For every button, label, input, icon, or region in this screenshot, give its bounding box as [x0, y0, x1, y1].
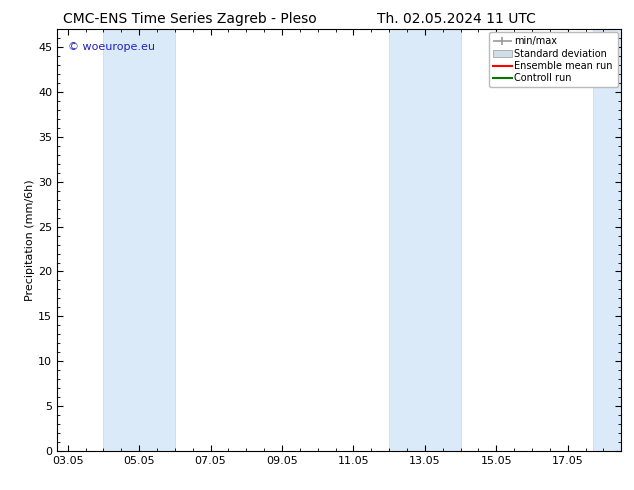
Legend: min/max, Standard deviation, Ensemble mean run, Controll run: min/max, Standard deviation, Ensemble me… [489, 32, 618, 87]
Text: CMC-ENS Time Series Zagreb - Pleso: CMC-ENS Time Series Zagreb - Pleso [63, 12, 317, 26]
Bar [389, 29, 461, 451]
Y-axis label: Precipitation (mm/6h): Precipitation (mm/6h) [25, 179, 36, 301]
Bar [103, 29, 175, 451]
Text: © woeurope.eu: © woeurope.eu [68, 42, 155, 52]
Text: Th. 02.05.2024 11 UTC: Th. 02.05.2024 11 UTC [377, 12, 536, 26]
Bar [593, 29, 621, 451]
